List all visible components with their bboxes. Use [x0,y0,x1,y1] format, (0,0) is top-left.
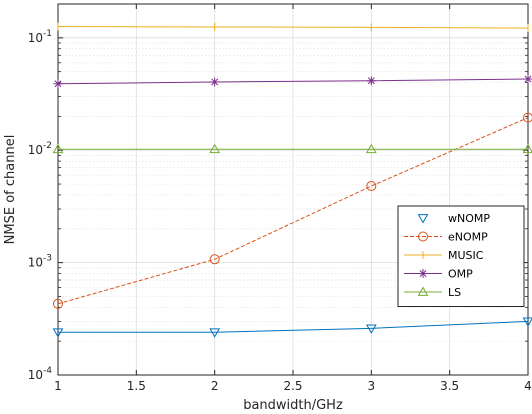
legend: wNOMP eNOMP MUSIC OMP LS [397,205,525,307]
grid [57,3,529,376]
marker-star [418,269,428,278]
marker-triangle-down [522,317,532,327]
marker-triangle-up [417,286,429,296]
marker-triangle-down [52,328,64,338]
x-tick-label: 2 [211,379,219,393]
x-tick-label: 1 [54,379,62,393]
legend-item: eNOMP [404,231,488,244]
x-tick-label: 3 [368,379,376,393]
marker-triangle-up [52,143,64,154]
legend-item: MUSIC [404,249,484,262]
x-tick-label: 4 [524,379,532,393]
series-line [57,26,529,29]
marker-triangle-down [417,214,429,224]
marker-star [210,77,220,87]
marker-circle [209,254,220,265]
y-tick-label: 10-1 [28,29,52,45]
marker-star [366,76,376,86]
series-line [57,78,529,85]
series [52,22,532,338]
legend-item: OMP [404,268,473,281]
marker-triangle-up [522,143,532,154]
legend-box [397,205,525,307]
legend-item: LS [404,286,461,299]
marker-circle [418,231,428,242]
series-music [57,22,529,33]
marker-circle [523,112,532,123]
marker-triangle-down [209,328,221,338]
legend-label: LS [448,286,461,299]
series-enomp [53,112,532,309]
series-wnomp [52,317,532,338]
x-axis-label: bandwidth/GHz [243,398,343,413]
marker-star [523,74,532,84]
x-tick-label: 1.5 [127,379,146,393]
marker-star [53,79,63,89]
marker-triangle-up [209,143,221,154]
marker-circle [366,181,377,192]
x-tick-label: 3.5 [440,379,459,393]
series-ls [52,143,532,154]
legend-label: wNOMP [448,212,490,225]
series-line [57,117,529,305]
x-tick-label: 2.5 [283,379,302,393]
legend-label: eNOMP [448,231,488,244]
series-omp [53,74,532,89]
legend-item: wNOMP [417,212,490,225]
series-line [58,320,529,333]
marker-triangle-down [365,324,377,334]
marker-circle [53,298,63,309]
legend-label: MUSIC [448,249,484,262]
marker-triangle-up [365,143,377,154]
axis-ticks: 1 1.5 2 2.5 3 3.5 4 10-4 10-3 10-2 10-1 [28,3,532,393]
legend-label: OMP [448,268,473,281]
y-tick-label: 10-4 [28,366,53,382]
y-tick-label: 10-3 [28,254,52,270]
y-axis-label: NMSE of channel [3,135,18,245]
y-tick-label: 10-2 [28,141,52,157]
